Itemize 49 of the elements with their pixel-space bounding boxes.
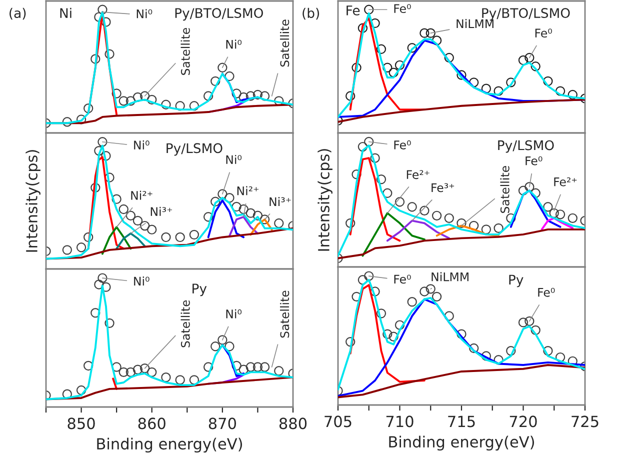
annotation: Ni²⁺ bbox=[131, 190, 152, 200]
annotation: Ni⁰ bbox=[134, 276, 150, 286]
annotation: Ni⁰ bbox=[134, 140, 150, 150]
annotation: Ni⁰ bbox=[226, 309, 242, 318]
text: (b) bbox=[302, 8, 320, 20]
annotation: Fe⁰ bbox=[394, 4, 411, 14]
annotation: Fe⁰ bbox=[526, 156, 542, 166]
annotation: Satellite bbox=[180, 28, 190, 75]
annotation: Fe bbox=[346, 6, 360, 16]
annotation: Py bbox=[509, 274, 524, 288]
x-tick-label: 880 bbox=[279, 418, 307, 430]
annotation: Fe⁰ bbox=[535, 28, 552, 38]
annotation: Py/LSMO bbox=[166, 143, 222, 156]
annotation: Fe²⁺ bbox=[554, 177, 577, 186]
x-tick-label: 705 bbox=[324, 416, 352, 428]
annotation: Ni⁰ bbox=[226, 40, 242, 49]
x-tick-label: 710 bbox=[386, 416, 414, 428]
annotation: Fe²⁺ bbox=[406, 170, 430, 180]
annotation: NiLMM bbox=[432, 272, 468, 282]
annotation: Satellite bbox=[280, 20, 290, 67]
annotation: Py bbox=[192, 284, 207, 296]
x-tick-label: 715 bbox=[448, 416, 475, 428]
annotation: Satellite bbox=[500, 166, 510, 213]
annotation: Ni³⁺ bbox=[150, 206, 172, 216]
annotation: Py/LSMO bbox=[498, 140, 554, 153]
y-axis-title: Intensity(cps) bbox=[26, 150, 40, 252]
x-axis-title: Binding energy(eV) bbox=[97, 438, 242, 453]
annotation: Py/BTO/LSMO bbox=[482, 8, 570, 21]
text: (a) bbox=[10, 8, 26, 20]
x-axis-title: Binding energy(eV) bbox=[389, 436, 534, 451]
annotation: Fe⁰ bbox=[538, 288, 555, 297]
annotation: Ni bbox=[60, 8, 72, 18]
x-tick-label: 860 bbox=[138, 418, 166, 430]
annotation: Satellite bbox=[280, 290, 290, 338]
annotation: Py/BTO/LSMO bbox=[175, 8, 263, 21]
y-axis-title: Intensity(cps) bbox=[318, 149, 332, 251]
annotation: Ni⁰ bbox=[226, 154, 242, 164]
annotation: Fe³⁺ bbox=[432, 183, 454, 192]
annotation: Ni²⁺ bbox=[237, 186, 259, 196]
annotation: NiLMM bbox=[456, 19, 494, 28]
x-tick-label: 725 bbox=[572, 416, 598, 428]
x-tick-label: 850 bbox=[68, 418, 95, 430]
annotation: Fe⁰ bbox=[394, 274, 411, 284]
x-tick-label: 870 bbox=[208, 418, 236, 430]
annotation: Fe⁰ bbox=[394, 140, 411, 150]
annotation: Ni³⁺ bbox=[270, 197, 291, 206]
annotation: Satellite bbox=[180, 300, 190, 348]
annotation: Ni⁰ bbox=[136, 9, 152, 18]
x-tick-label: 720 bbox=[510, 416, 537, 428]
